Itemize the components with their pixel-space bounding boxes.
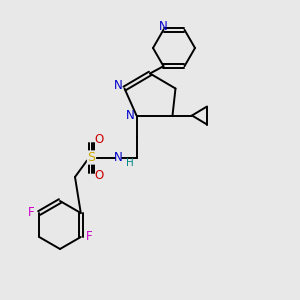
Text: N: N (125, 109, 134, 122)
Text: O: O (94, 169, 103, 182)
Text: N: N (114, 151, 123, 164)
Text: N: N (113, 79, 122, 92)
Text: O: O (94, 133, 103, 146)
Text: F: F (28, 206, 34, 220)
Text: S: S (88, 151, 95, 164)
Text: H: H (126, 158, 134, 169)
Text: N: N (159, 20, 168, 33)
Text: F: F (86, 230, 92, 244)
